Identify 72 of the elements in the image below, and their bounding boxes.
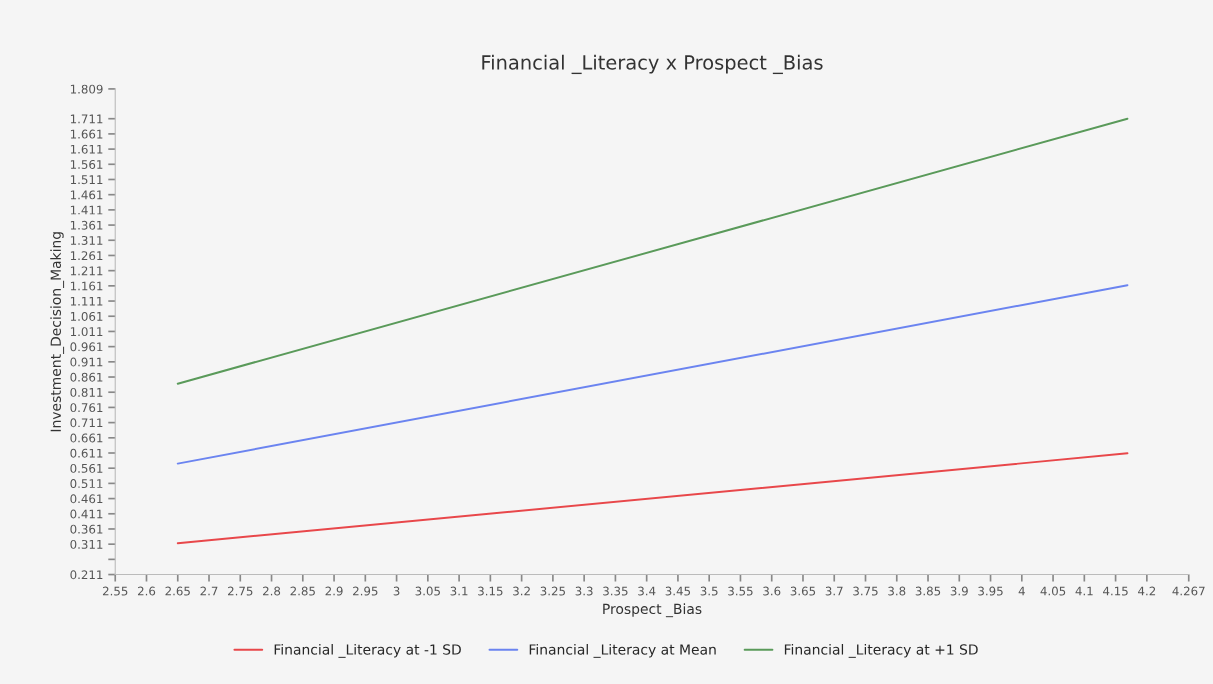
x-tick-label: 4.1 — [1075, 586, 1093, 596]
legend-label: Financial _Literacy at -1 SD — [274, 643, 461, 658]
y-tick-label: 1.311 — [70, 235, 103, 245]
y-tick-label: 0.311 — [70, 539, 103, 549]
legend-label: Financial _Literacy at Mean — [529, 643, 716, 658]
chart-title: Financial _Literacy x Prospect _Bias — [482, 54, 823, 75]
y-tick-label: 1.111 — [70, 296, 103, 306]
y-tick-label: 1.561 — [70, 160, 103, 169]
legend-label: Financial _Literacy at +1 SD — [784, 643, 978, 658]
x-tick-label: 3.5 — [700, 586, 718, 596]
x-tick-label: 3.65 — [790, 586, 816, 596]
y-tick-label: 1.161 — [70, 281, 103, 291]
y-tick-label: 0.461 — [70, 494, 103, 504]
y-tick-label: 1.411 — [70, 205, 103, 215]
y-tick-label: 0.511 — [70, 479, 103, 489]
x-tick-label: 3.2 — [513, 586, 530, 596]
x-tick-label: 4.2 — [1138, 586, 1156, 596]
y-tick-label: 0.811 — [70, 387, 103, 397]
y-tick-label: 0.611 — [70, 448, 103, 458]
x-tick-label: 3.75 — [853, 586, 878, 596]
x-tick-label: 3.1 — [450, 586, 468, 596]
x-tick-label: 3.7 — [825, 586, 843, 596]
x-tick-label: 4.15 — [1103, 586, 1128, 596]
y-tick-label: 1.611 — [70, 144, 103, 154]
y-tick-label: 0.661 — [70, 433, 103, 443]
x-tick-label: 3 — [393, 586, 400, 596]
y-tick-label: 1.061 — [70, 311, 103, 321]
y-tick-label: 0.211 — [70, 570, 103, 580]
x-tick-label: 4.267 — [1172, 586, 1205, 596]
y-tick-label: 1.661 — [70, 129, 103, 139]
x-tick-label: 3.25 — [540, 586, 565, 596]
x-tick-label: 3.6 — [763, 586, 781, 596]
y-tick-label: 0.861 — [70, 372, 103, 382]
x-tick-label: 2.55 — [102, 586, 128, 596]
x-tick-label: 3.35 — [603, 586, 628, 596]
x-tick-label: 4.05 — [1040, 586, 1066, 596]
x-tick-label: 3.15 — [478, 586, 503, 596]
x-tick-label: 3.95 — [978, 586, 1003, 596]
y-tick-label: 1.511 — [70, 175, 103, 185]
y-tick-label: 0.711 — [70, 418, 103, 428]
x-tick-label: 2.6 — [137, 586, 156, 596]
y-tick-label: 1.211 — [70, 266, 103, 276]
x-tick-label: 3.05 — [415, 586, 440, 596]
x-tick-label: 3.85 — [915, 586, 941, 596]
x-tick-label: 3.9 — [950, 586, 968, 596]
y-tick-label: 1.261 — [70, 251, 103, 261]
y-tick-label: 0.411 — [70, 509, 103, 519]
x-tick-label: 3.4 — [638, 586, 656, 596]
y-tick-label: 1.361 — [70, 220, 103, 230]
y-axis-title: Investment_Decision_Making — [50, 232, 65, 432]
y-tick-label: 1.809 — [70, 84, 103, 94]
y-tick-label: 1.461 — [70, 190, 103, 200]
y-tick-label: 0.561 — [70, 463, 103, 473]
y-tick-label: 1.011 — [70, 327, 103, 337]
x-tick-label: 3.3 — [575, 586, 593, 596]
x-tick-label: 3.8 — [888, 586, 906, 596]
x-tick-label: 2.75 — [228, 586, 253, 596]
y-tick-label: 1.711 — [70, 114, 103, 124]
x-tick-label: 3.55 — [728, 586, 753, 596]
y-tick-label: 0.761 — [70, 403, 103, 413]
x-tick-label: 2.95 — [353, 586, 378, 596]
x-tick-label: 2.65 — [165, 586, 190, 596]
x-tick-label: 3.45 — [665, 586, 691, 596]
x-tick-label: 2.7 — [200, 586, 218, 596]
x-tick-label: 2.9 — [325, 586, 343, 596]
x-tick-label: 2.8 — [263, 586, 281, 596]
x-tick-label: 2.85 — [290, 586, 315, 596]
y-tick-label: 0.361 — [70, 524, 103, 534]
y-tick-label: 0.911 — [70, 357, 103, 367]
y-tick-label: 0.961 — [70, 342, 103, 352]
x-axis-title: Prospect _Bias — [603, 603, 702, 618]
x-tick-label: 4 — [1018, 586, 1025, 596]
